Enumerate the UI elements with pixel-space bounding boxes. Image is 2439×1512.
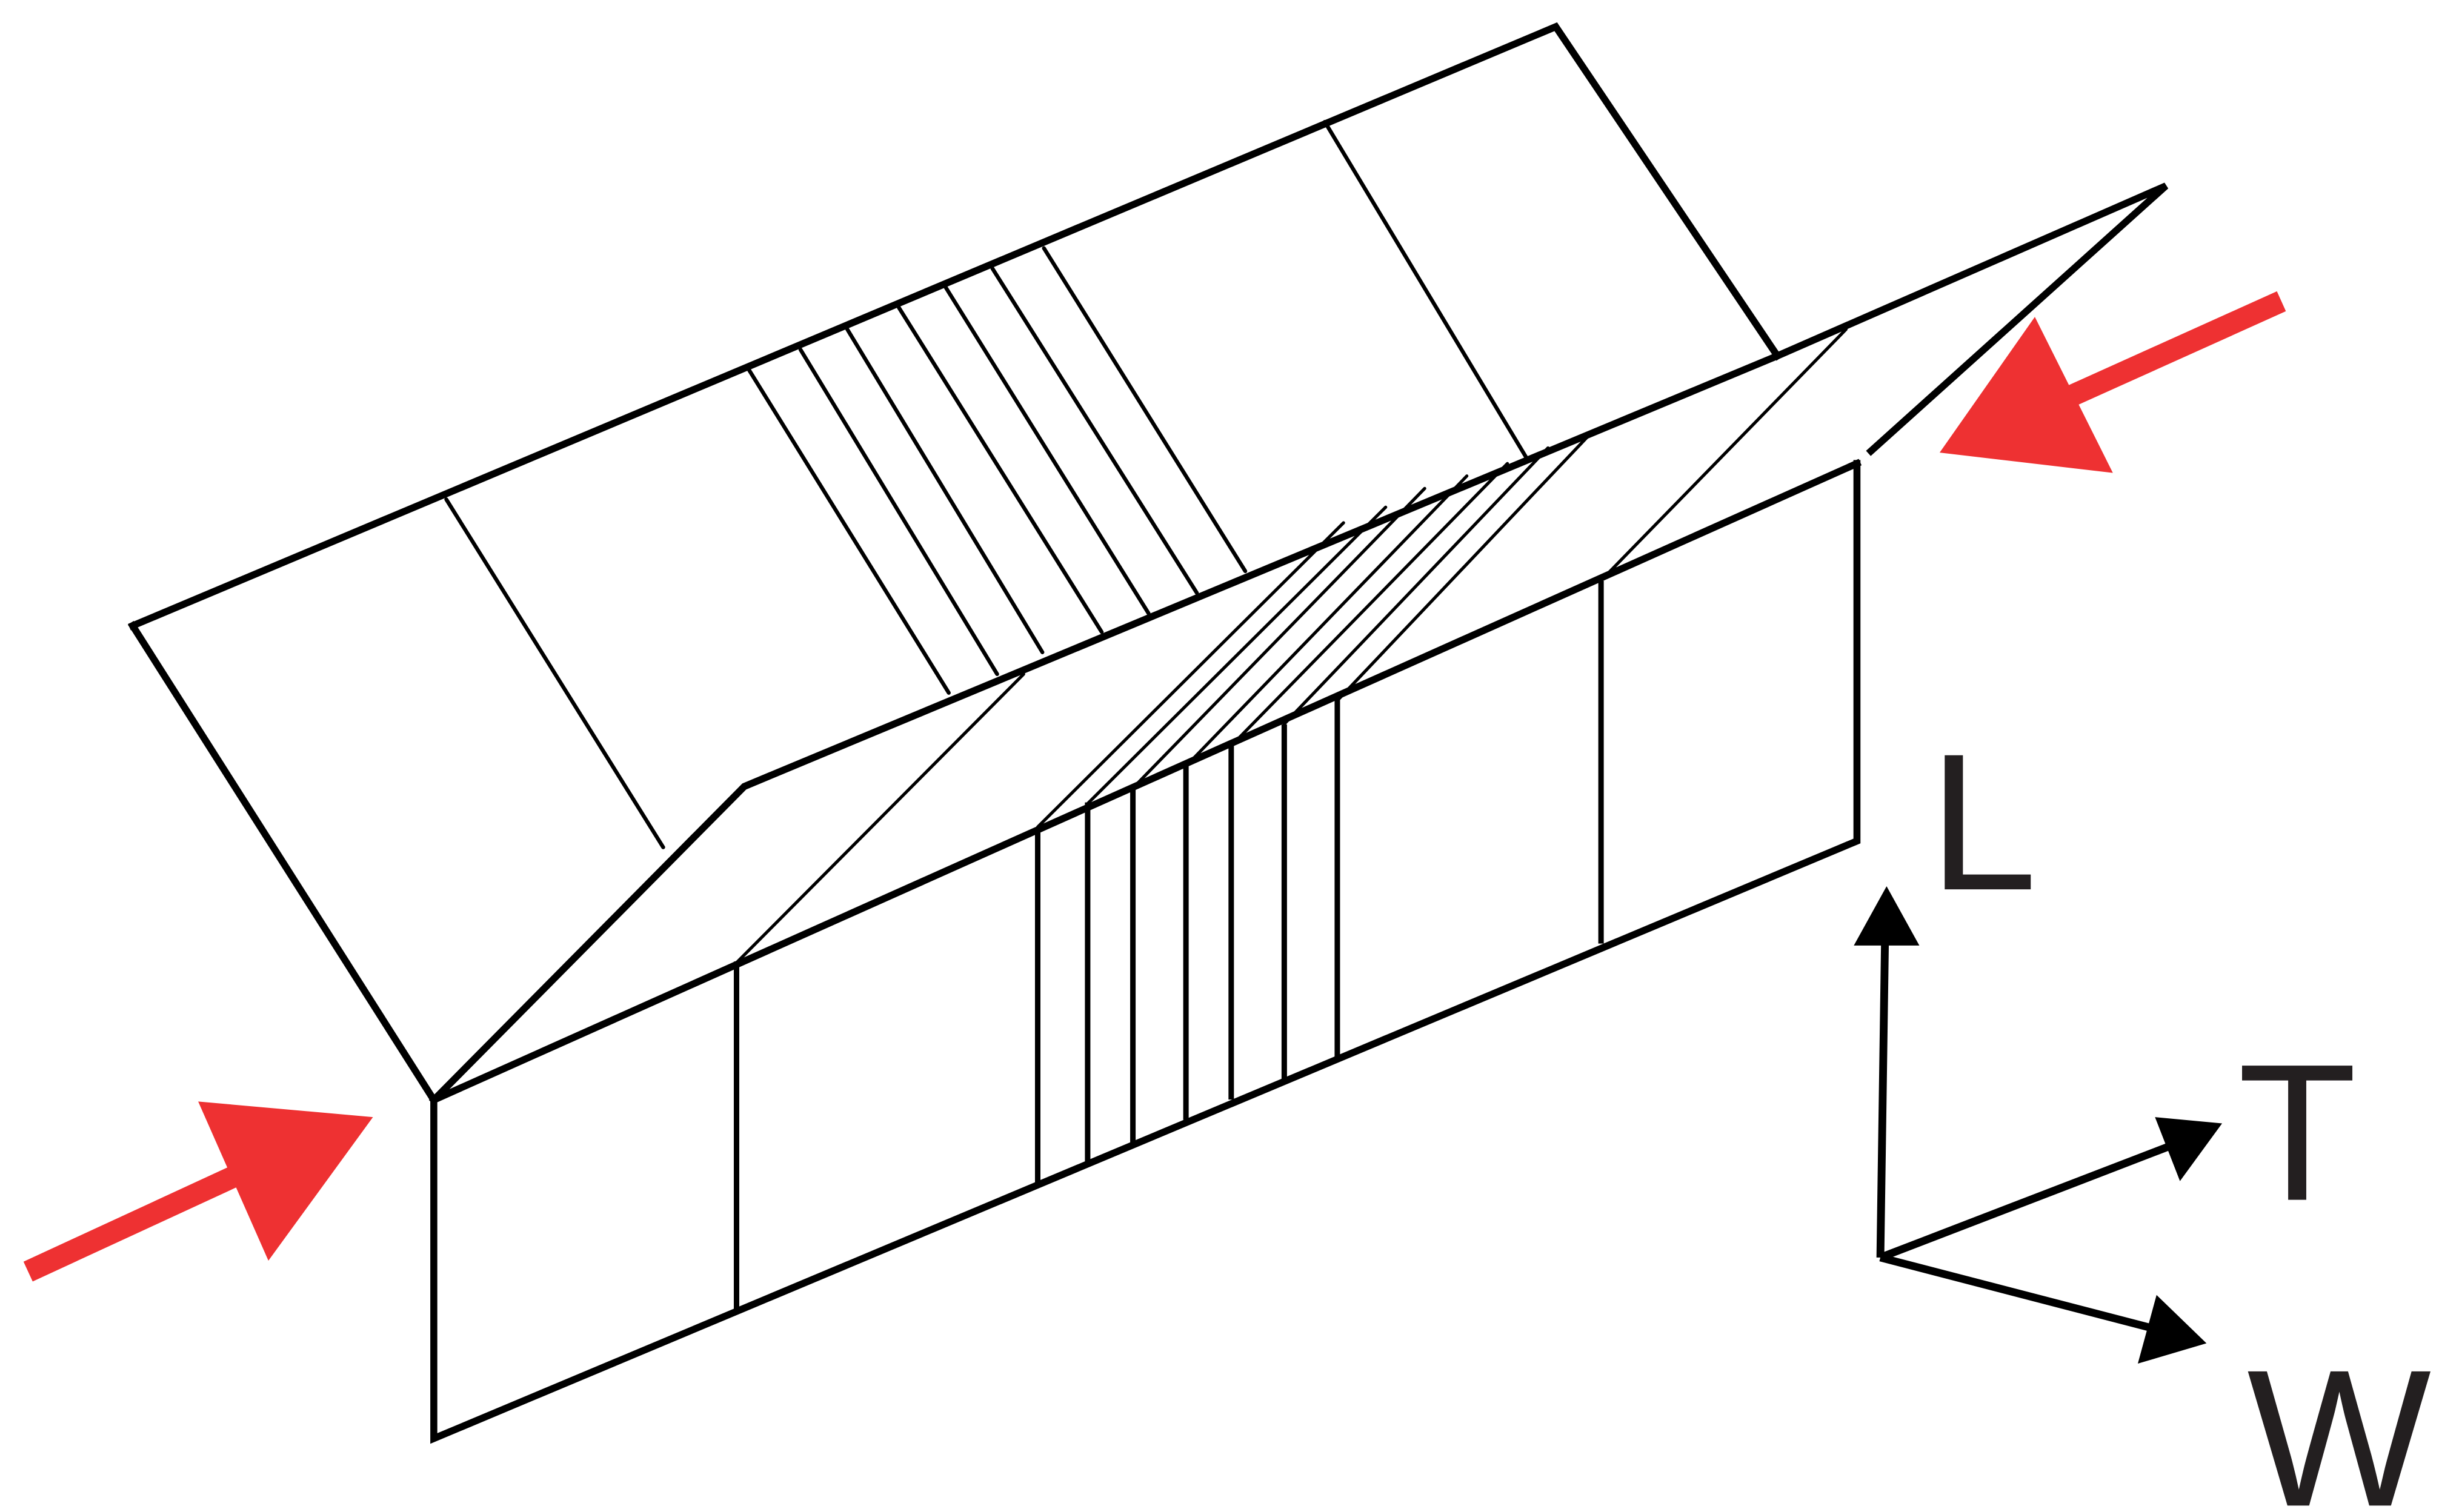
l-axis-label: L (1929, 714, 2037, 931)
fold-section-line (734, 672, 1025, 964)
t-axis-arrowhead (2155, 1117, 2223, 1181)
back-section-line (747, 368, 951, 695)
back-plate-edge (128, 22, 1783, 631)
t-axis-label: T (2238, 1024, 2357, 1242)
block-outline (127, 22, 2169, 1444)
t-axis-line (1878, 1141, 2174, 1261)
fold-section-line (1282, 446, 1550, 726)
l-axis-line (1876, 936, 1889, 1258)
compression-arrows (23, 291, 2286, 1282)
back-section-line (990, 267, 1199, 595)
back-plate-left-edge (127, 620, 439, 1105)
fold-section-line (1336, 429, 1595, 703)
fold-section-line (1184, 474, 1469, 768)
back-section-line (444, 497, 665, 849)
w-axis-arrowhead (2137, 1295, 2207, 1364)
front-plate-outline (430, 460, 1861, 1444)
fold-section-line (1086, 505, 1388, 806)
middle-fold-plate (428, 182, 2169, 1106)
coordinate-axes (1854, 886, 2223, 1364)
w-axis-line (1879, 1253, 2158, 1333)
back-section-line (943, 285, 1151, 615)
right-red-arrow (1939, 291, 2286, 473)
back-section-line (845, 327, 1045, 654)
fold-section-line (1599, 328, 1848, 582)
back-section-line (1323, 119, 1528, 460)
fold-plate-section-lines (734, 328, 1848, 964)
w-axis-label: W (2247, 1330, 2433, 1512)
back-plate-section-lines (444, 119, 1528, 849)
back-section-line (798, 347, 999, 677)
front-plate-section-lines (733, 580, 1604, 1310)
back-section-line (1042, 246, 1248, 574)
left-red-arrow (23, 1101, 373, 1282)
back-section-line (897, 305, 1104, 634)
l-axis-arrowhead (1854, 886, 1920, 946)
fold-section-line (1229, 462, 1509, 748)
fold-section-line (1134, 486, 1426, 787)
fold-section-line (1036, 521, 1345, 829)
fold-crest (429, 459, 1862, 1105)
